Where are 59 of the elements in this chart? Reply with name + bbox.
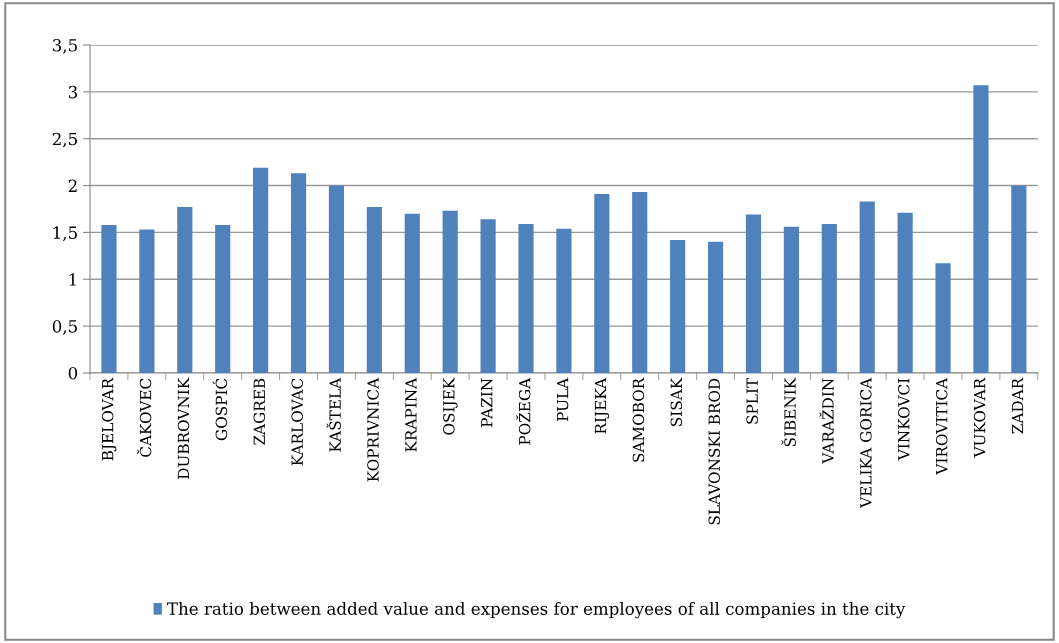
- bar: [290, 173, 307, 373]
- x-tick-label: SAMOBOR: [632, 377, 645, 462]
- bar: [821, 223, 837, 373]
- x-tick-label: VARAŽDIN: [819, 378, 834, 464]
- x-tick-label: KARLOVAC: [291, 378, 303, 466]
- y-tick-label: 0: [68, 366, 78, 380]
- bar: [973, 85, 989, 373]
- bar: [935, 263, 951, 373]
- y-tick-label: 2,5: [52, 132, 77, 148]
- y-tick-label: 3,5: [52, 38, 77, 54]
- bar: [783, 226, 799, 373]
- bar: [859, 201, 875, 373]
- bar: [139, 229, 155, 373]
- bar: [1011, 185, 1027, 373]
- bar: [328, 185, 345, 373]
- x-tick-label: VINKOVCI: [898, 378, 910, 461]
- x-tick-label: ŠIBENIK: [781, 377, 796, 447]
- x-tick-label: VUKOVAR: [973, 377, 986, 458]
- legend-label: The ratio between added value and expenses for employees of all companies in the city: [167, 601, 906, 619]
- bar: [253, 167, 269, 373]
- x-tick-label: VIROVITICA: [935, 377, 948, 475]
- x-tick-label: GOSPIĆ: [212, 378, 228, 441]
- x-tick-label: SPLIT: [746, 377, 758, 424]
- bar: [594, 193, 610, 373]
- bar: [404, 213, 420, 373]
- x-tick-label: KAŠTELA: [326, 377, 341, 452]
- x-tick-label: BJELOVAR: [101, 377, 117, 461]
- x-tick-label: POŽEGA: [516, 377, 531, 445]
- x-tick-label: SISAK: [670, 377, 683, 426]
- bar: [177, 207, 193, 373]
- bar: [897, 212, 913, 373]
- bar: [442, 210, 458, 373]
- x-tick-label: OSIJEK: [443, 377, 458, 435]
- bar: [366, 207, 382, 373]
- bar: [707, 241, 724, 373]
- y-tick-label: 1: [69, 273, 76, 286]
- y-tick-label: 0,5: [52, 320, 77, 335]
- bar: [518, 223, 534, 373]
- x-tick-label: KOPRIVNICA: [367, 377, 379, 482]
- x-tick-label: RIJEKA: [594, 377, 610, 434]
- y-tick-label: 3: [68, 85, 77, 99]
- bar: [101, 224, 117, 373]
- x-tick-label: ZADAR: [1011, 377, 1024, 434]
- x-tick-label: KRAPINA: [405, 377, 417, 452]
- bar: [556, 228, 572, 373]
- bar: [745, 214, 762, 373]
- bar: [670, 239, 686, 373]
- bar: [480, 219, 496, 373]
- y-tick-label: 2: [68, 179, 77, 192]
- x-tick-label: ZAGREB: [253, 378, 266, 445]
- x-tick-label: PULA: [556, 377, 569, 422]
- bar: [215, 224, 231, 373]
- y-tick-label: 1,5: [53, 226, 77, 241]
- x-tick-label: SLAVONSKI BROD: [708, 378, 720, 525]
- x-tick-label: ČAKOVEC: [136, 378, 152, 457]
- x-tick-label: VELIKA GORICA: [860, 377, 872, 508]
- x-tick-label: PAZIN: [481, 378, 493, 427]
- bar: [632, 192, 648, 373]
- x-tick-label: DUBROVNIK: [177, 377, 190, 479]
